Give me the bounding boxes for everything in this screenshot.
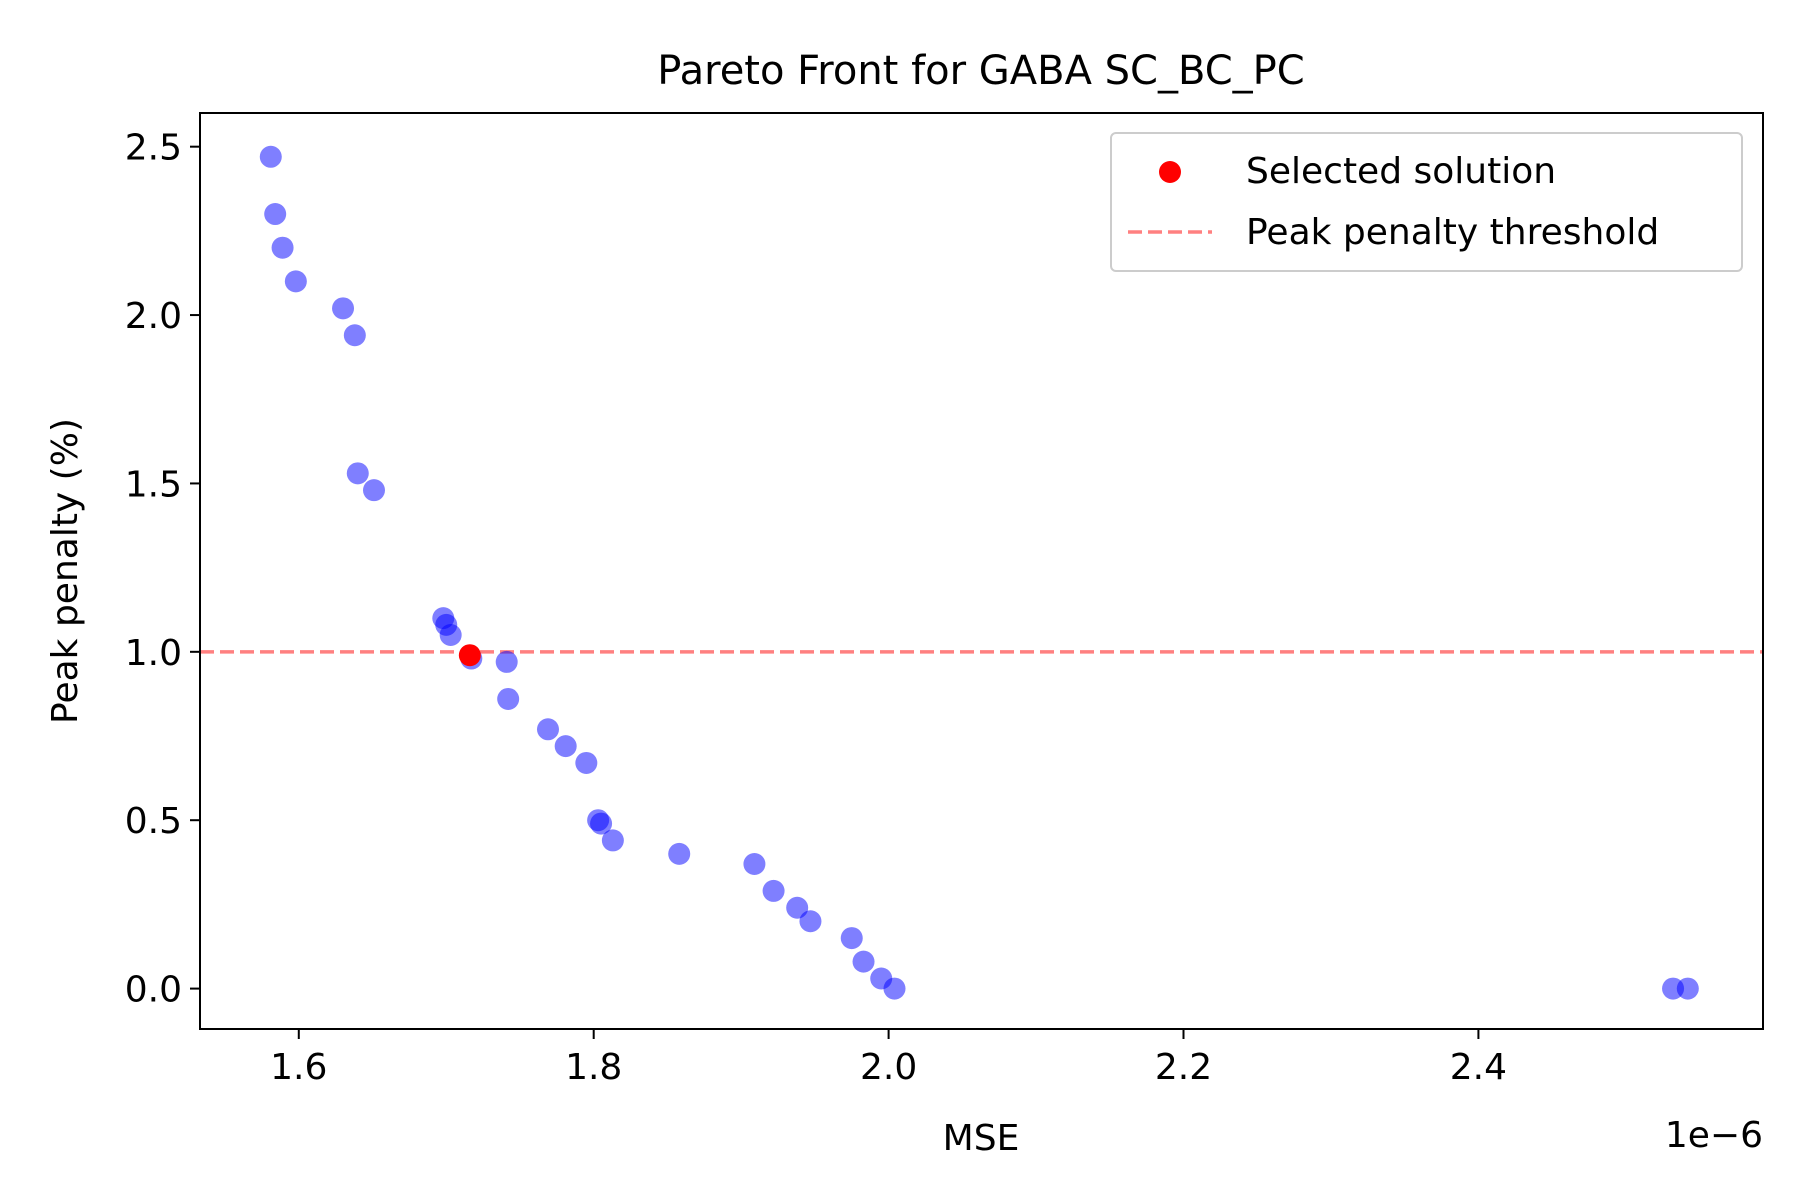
pareto-point [799, 910, 822, 933]
pareto-point [590, 812, 613, 835]
pareto-point [762, 879, 785, 902]
pareto-point [343, 324, 366, 347]
pareto-point [497, 687, 520, 710]
y-tick-label: 0.5 [125, 801, 182, 842]
pareto-point [575, 751, 598, 774]
pareto-point [284, 270, 307, 293]
y-tick-label: 0.0 [125, 970, 182, 1011]
pareto-point [554, 735, 577, 758]
x-tick-label: 2.2 [1155, 1047, 1212, 1088]
pareto-point [883, 977, 906, 1000]
pareto-point [259, 145, 282, 168]
y-tick-label: 2.0 [125, 296, 182, 337]
pareto-point [362, 479, 385, 502]
pareto-point [786, 896, 809, 919]
legend-label-selected-solution: Selected solution [1246, 151, 1556, 192]
pareto-point [495, 650, 518, 673]
legend: Selected solution Peak penalty threshold [1110, 132, 1743, 272]
points-layer [259, 145, 1699, 1000]
x-axis-label: MSE [943, 1118, 1020, 1159]
pareto-point [1676, 977, 1699, 1000]
legend-marker-selected-solution [1159, 161, 1181, 183]
pareto-point [668, 842, 691, 865]
chart-title: Pareto Front for GABA SC_BC_PC [657, 48, 1304, 94]
pareto-point [271, 236, 294, 259]
pareto-point [264, 203, 287, 226]
y-tick-label: 2.5 [125, 128, 182, 169]
x-tick-label: 2.0 [860, 1047, 917, 1088]
x-tick-label: 1.8 [565, 1047, 622, 1088]
y-axis: 0.0 0.5 1.0 1.5 2.0 2.5 [125, 128, 200, 1011]
y-axis-label: Peak penalty (%) [45, 418, 86, 724]
pareto-point [536, 718, 559, 741]
plot-frame [199, 112, 1764, 1030]
pareto-point [852, 950, 875, 973]
x-axis-offset-label: 1e−6 [1665, 1115, 1763, 1156]
pareto-point [439, 623, 462, 646]
pareto-point [601, 829, 624, 852]
legend-box [1110, 132, 1743, 272]
legend-label-threshold: Peak penalty threshold [1246, 212, 1659, 253]
x-tick-label: 1.6 [270, 1047, 327, 1088]
x-axis: 1.6 1.8 2.0 2.2 2.4 [270, 1029, 1507, 1088]
pareto-point [332, 297, 355, 320]
pareto-point [840, 927, 863, 950]
x-tick-label: 2.4 [1450, 1047, 1507, 1088]
y-tick-label: 1.0 [125, 633, 182, 674]
pareto-point [346, 462, 369, 485]
pareto-point [743, 852, 766, 875]
y-tick-label: 1.5 [125, 464, 182, 505]
selected-solution-point [458, 644, 481, 667]
